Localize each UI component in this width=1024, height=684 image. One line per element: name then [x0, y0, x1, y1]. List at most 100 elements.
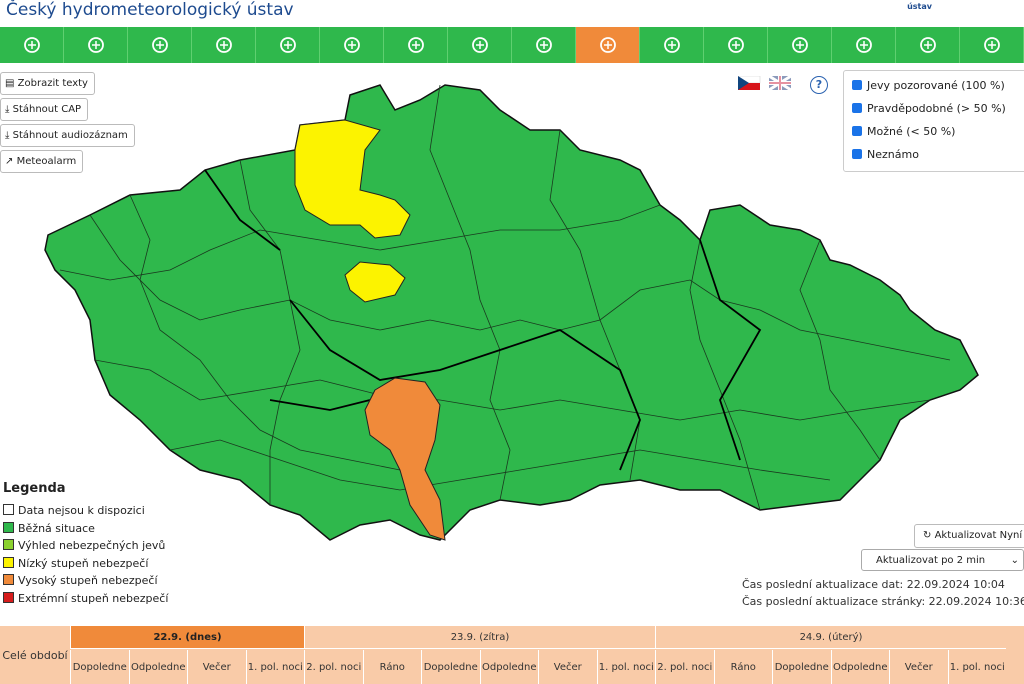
- toolbar-button[interactable]: [896, 27, 960, 63]
- day-header[interactable]: 22.9. (dnes): [70, 626, 304, 649]
- toolbar-icon: [664, 37, 680, 53]
- toolbar-icon: [24, 37, 40, 53]
- toolbar-button[interactable]: [576, 27, 640, 63]
- period[interactable]: 2. pol. noci: [304, 650, 363, 684]
- toolbar-icon: [536, 37, 552, 53]
- period[interactable]: Odpoledne: [830, 650, 890, 684]
- checkbox[interactable]: [852, 149, 862, 159]
- toolbar-icon: [152, 37, 168, 53]
- site-title: Český hydrometeorologický ústav: [6, 0, 294, 20]
- data-update-time: Čas poslední aktualizace dat: 22.09.2024…: [742, 578, 1005, 591]
- toolbar-button[interactable]: [64, 27, 128, 63]
- toolbar-button[interactable]: [256, 27, 320, 63]
- period[interactable]: Dopoledne: [421, 650, 480, 684]
- help-button[interactable]: ?: [810, 76, 828, 94]
- meteoalarm-button[interactable]: ↗ Meteoalarm: [0, 150, 84, 173]
- logo[interactable]: ústav: [907, 2, 932, 11]
- period[interactable]: 1. pol. noci: [245, 650, 305, 684]
- day-header[interactable]: 23.9. (zítra): [304, 626, 655, 649]
- toolbar-icon: [792, 37, 808, 53]
- legend-item: Data nejsou k dispozici: [3, 504, 145, 517]
- flag-cz[interactable]: [738, 76, 761, 90]
- show-texts-button[interactable]: ▤ Zobrazit texty: [0, 72, 95, 95]
- toolbar-button[interactable]: [448, 27, 512, 63]
- checkbox[interactable]: [852, 103, 862, 113]
- filter-label: Neznámo: [867, 148, 919, 161]
- legend-label: Extrémní stupeň nebezpečí: [18, 591, 169, 605]
- period[interactable]: Večer: [538, 650, 597, 684]
- period[interactable]: Večer: [187, 650, 246, 684]
- toolbar-button[interactable]: [320, 27, 384, 63]
- toolbar-icon: [408, 37, 424, 53]
- checkbox[interactable]: [852, 126, 862, 136]
- filter-option[interactable]: Možné (< 50 %): [852, 125, 955, 138]
- button-label: Meteoalarm: [16, 156, 77, 167]
- warning-low-area[interactable]: [344, 261, 406, 303]
- legend-label: Nízký stupeň nebezpečí: [18, 556, 149, 570]
- whole-period[interactable]: Celé období: [2, 648, 68, 662]
- legend-item: Extrémní stupeň nebezpečí: [3, 591, 169, 605]
- toolbar-button[interactable]: [704, 27, 768, 63]
- button-label: Zobrazit texty: [17, 78, 88, 89]
- toolbar-icon: [984, 37, 1000, 53]
- filter-option[interactable]: Neznámo: [852, 148, 919, 161]
- period[interactable]: 1. pol. noci: [947, 650, 1007, 684]
- period[interactable]: 2. pol. noci: [655, 650, 714, 684]
- legend-label: Data nejsou k dispozici: [18, 504, 145, 517]
- period[interactable]: Ráno: [713, 650, 773, 684]
- button-label: Stáhnout audiozáznam: [12, 130, 128, 141]
- toolbar-icon: [344, 37, 360, 53]
- period[interactable]: Dopoledne: [772, 650, 831, 684]
- period[interactable]: Ráno: [362, 650, 422, 684]
- download-cap-button[interactable]: ⤓ Stáhnout CAP: [0, 98, 89, 121]
- toolbar-icon: [856, 37, 872, 53]
- download-audio-button[interactable]: ⤓ Stáhnout audiozáznam: [0, 124, 135, 147]
- legend-item: Vysoký stupeň nebezpečí: [3, 574, 158, 587]
- toolbar-button[interactable]: [0, 27, 64, 63]
- refresh-button[interactable]: ↻ Aktualizovat Nyní: [914, 524, 1024, 548]
- map: [44, 84, 979, 541]
- select-label: Aktualizovat po 2 min: [876, 555, 986, 566]
- period[interactable]: 1. pol. noci: [596, 650, 656, 684]
- toolbar-icon: [88, 37, 104, 53]
- button-label: Stáhnout CAP: [12, 104, 82, 115]
- toolbar-button[interactable]: [768, 27, 832, 63]
- toolbar-icon: [472, 37, 488, 53]
- period[interactable]: Dopoledne: [70, 650, 129, 684]
- country-area[interactable]: [44, 84, 979, 541]
- legend-swatch: [3, 521, 14, 533]
- toolbar-button[interactable]: [640, 27, 704, 63]
- legend-swatch: [3, 504, 14, 515]
- filter-option[interactable]: Jevy pozorované (100 %): [852, 79, 1005, 92]
- day-header[interactable]: 24.9. (úterý): [655, 626, 1006, 649]
- filter-label: Možné (< 50 %): [867, 125, 956, 138]
- filter-label: Pravděpodobné (> 50 %): [867, 102, 1006, 115]
- toolbar-icon: [600, 37, 616, 53]
- toolbar: [0, 27, 1024, 63]
- flag-en[interactable]: [768, 76, 792, 92]
- filter-label: Jevy pozorované (100 %): [867, 79, 1005, 92]
- refresh-interval-select[interactable]: Aktualizovat po 2 min ⌄: [861, 549, 1024, 571]
- toolbar-button[interactable]: [512, 27, 576, 63]
- toolbar-icon: [216, 37, 232, 53]
- language-flags: [738, 76, 792, 92]
- legend-swatch: [3, 556, 14, 568]
- period[interactable]: Odpoledne: [128, 650, 188, 684]
- legend-swatch: [3, 574, 14, 585]
- toolbar-button[interactable]: [384, 27, 448, 63]
- legend-label: Výhled nebezpečných jevů: [18, 539, 166, 552]
- district-borders: [59, 84, 951, 511]
- toolbar-button[interactable]: [128, 27, 192, 63]
- filter-option[interactable]: Pravděpodobné (> 50 %): [852, 102, 1006, 115]
- legend-item: Výhled nebezpečných jevů: [3, 539, 165, 552]
- toolbar-button[interactable]: [192, 27, 256, 63]
- period[interactable]: Večer: [889, 650, 948, 684]
- warning-high-area[interactable]: [364, 377, 446, 541]
- legend-item: Nízký stupeň nebezpečí: [3, 556, 149, 570]
- toolbar-icon: [728, 37, 744, 53]
- warning-low-area[interactable]: [294, 119, 411, 239]
- toolbar-button[interactable]: [832, 27, 896, 63]
- period[interactable]: Odpoledne: [479, 650, 539, 684]
- toolbar-button[interactable]: [960, 27, 1024, 63]
- checkbox[interactable]: [852, 80, 862, 90]
